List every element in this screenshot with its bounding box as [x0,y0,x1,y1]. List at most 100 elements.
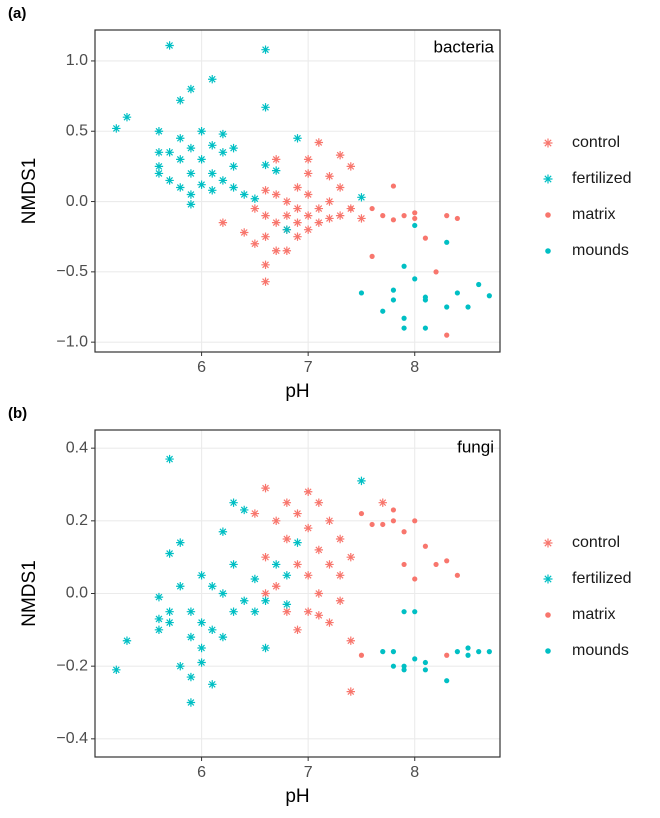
point [165,607,174,616]
y-tick-label: −0.2 [56,657,88,674]
point [176,538,185,547]
point [197,643,206,653]
point [380,213,386,219]
point [197,618,206,627]
point [218,527,228,536]
legend-key [545,212,551,218]
point [293,625,302,635]
point [390,183,397,189]
point [186,698,196,707]
point [261,589,270,598]
point [357,214,366,223]
point [335,150,345,160]
point [346,687,355,696]
y-tick-label: −0.4 [56,730,88,747]
point [208,680,217,689]
point [401,529,407,535]
legend-key [545,248,551,254]
point [390,297,397,303]
point [346,636,355,645]
point [303,571,313,580]
point [412,222,418,229]
point [412,276,418,282]
panel-label: (b) [8,405,27,422]
point [282,571,292,580]
point [218,218,228,227]
y-tick-label: −1.0 [56,333,88,350]
point [433,561,439,568]
annotation: bacteria [434,37,495,56]
panel-border [94,429,501,758]
annotation: fungi [457,437,494,456]
point [197,180,206,189]
point [218,148,228,157]
point [197,571,206,580]
point [303,523,313,533]
point [112,124,121,133]
point [261,260,270,270]
x-tick-label: 7 [304,359,313,376]
point [303,155,313,164]
point [380,308,386,314]
point [229,607,238,616]
point [112,665,121,674]
point [282,498,292,507]
point [197,155,206,164]
point [422,659,428,666]
point [422,235,428,241]
point [369,205,375,212]
point [229,143,238,153]
point [261,211,270,220]
legend-label: control [572,534,620,551]
point [165,454,174,464]
point [346,552,355,562]
point [454,290,460,296]
point [486,293,492,299]
point [165,549,174,558]
point [369,253,375,259]
point [154,169,164,178]
point [176,661,185,671]
point [422,325,428,331]
point [229,162,238,171]
point [412,215,418,222]
point [282,534,292,544]
point [357,476,366,486]
point [412,576,418,582]
point [293,134,302,143]
y-tick-label: 0.4 [66,439,88,456]
point [208,186,217,195]
y-tick-label: 0.0 [66,585,88,602]
point [422,543,428,549]
point [261,232,270,241]
point [444,652,450,658]
legend-label: fertilized [572,170,632,187]
x-axis-title: pH [285,786,309,807]
point [271,218,281,227]
point [261,596,270,605]
point [176,96,185,105]
point [476,281,482,288]
point [271,155,281,164]
x-axis-title: pH [285,381,309,402]
legend-label: mounds [572,642,629,659]
point [314,138,324,147]
point [325,560,334,569]
point [176,134,185,143]
point [314,611,324,620]
panel-label: (a) [8,5,26,22]
point [176,582,185,591]
point [229,183,238,192]
point [186,200,196,209]
point [186,607,196,616]
point [165,176,174,185]
point [176,155,185,164]
point [358,290,365,296]
point [154,614,164,624]
point [390,287,397,293]
point [240,505,249,515]
point [335,183,345,192]
point [271,582,281,591]
point [208,625,217,635]
